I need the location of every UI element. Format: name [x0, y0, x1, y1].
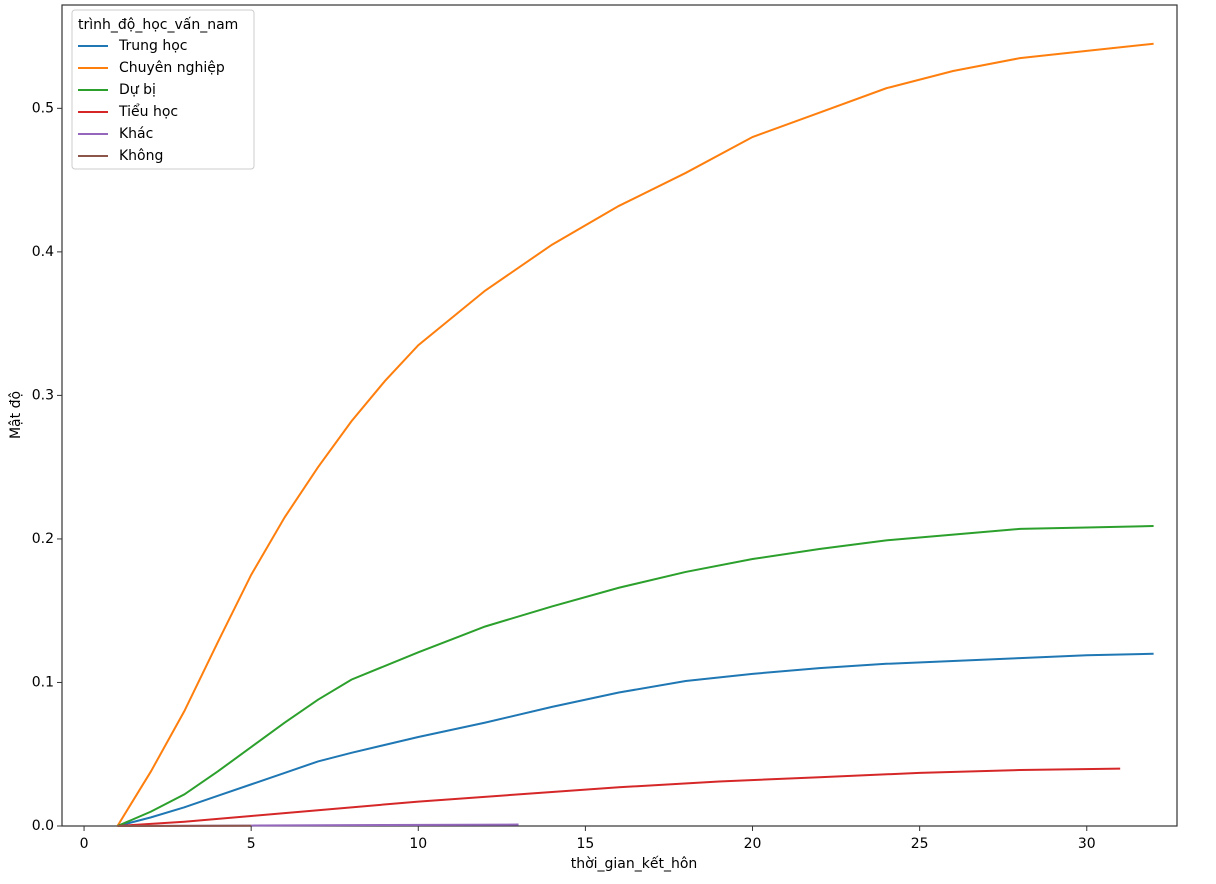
x-tick-label: 0	[80, 836, 89, 852]
x-tick-label: 5	[247, 836, 256, 852]
x-tick-label: 15	[576, 836, 594, 852]
x-tick-label: 10	[409, 836, 427, 852]
legend-label: Trung học	[118, 38, 187, 54]
y-tick-label: 0.2	[32, 531, 54, 547]
legend-title: trình_độ_học_vấn_nam	[78, 17, 238, 33]
line-series	[117, 654, 1153, 826]
y-tick-label: 0.3	[32, 387, 54, 403]
legend-label: Không	[119, 148, 163, 164]
y-tick-label: 0.1	[32, 674, 54, 690]
x-tick-label: 30	[1078, 836, 1096, 852]
legend-label: Dự bị	[119, 82, 156, 98]
line-series	[117, 44, 1153, 826]
line-series	[117, 526, 1153, 826]
y-tick-label: 0.5	[32, 100, 54, 116]
line-series	[117, 769, 1120, 826]
y-axis-label: Mật độ	[8, 391, 24, 439]
plot-area	[117, 44, 1153, 826]
legend-label: Tiểu học	[118, 103, 178, 120]
x-axis-label: thời_gian_kết_hôn	[571, 855, 698, 872]
x-tick-label: 25	[911, 836, 929, 852]
legend-label: Chuyên nghiệp	[119, 60, 225, 76]
legend: trình_độ_học_vấn_nam Trung học Chuyên ngh…	[72, 10, 254, 169]
legend-label: Khác	[119, 126, 153, 142]
x-tick-label: 20	[744, 836, 762, 852]
y-tick-label: 0.0	[32, 818, 54, 834]
y-tick-label: 0.4	[32, 244, 54, 260]
